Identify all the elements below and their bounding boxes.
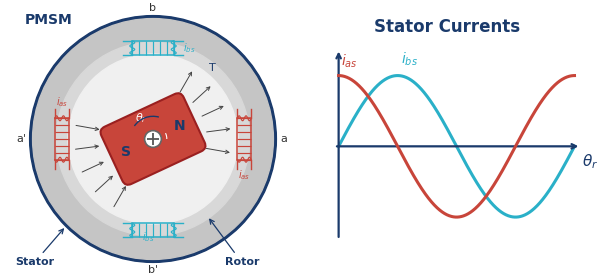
Text: a: a [281,134,288,144]
Text: b: b [149,3,157,13]
Text: $i_{as}$: $i_{as}$ [341,53,357,70]
Circle shape [56,42,250,236]
Text: Stator Currents: Stator Currents [374,18,520,36]
Circle shape [29,16,277,262]
Text: S: S [121,145,131,158]
Text: Rotor: Rotor [210,219,259,267]
Text: N: N [174,120,185,133]
FancyBboxPatch shape [100,93,206,185]
Text: PMSM: PMSM [25,13,73,27]
Text: T: T [209,63,215,73]
Text: $i_{bs}$: $i_{bs}$ [142,230,154,244]
Text: $\theta_r$: $\theta_r$ [582,152,598,171]
Text: b': b' [148,265,158,275]
Circle shape [145,131,161,147]
Text: $i_{as}$: $i_{as}$ [238,169,250,182]
Text: a': a' [17,134,27,144]
Text: $\theta_r$: $\theta_r$ [135,111,148,125]
Text: $i_{bs}$: $i_{bs}$ [182,41,195,54]
Text: $i_{as}$: $i_{as}$ [56,96,68,109]
Text: Stator: Stator [15,229,64,267]
Text: $i_{bs}$: $i_{bs}$ [401,51,418,68]
Circle shape [68,54,238,224]
Circle shape [32,19,274,259]
